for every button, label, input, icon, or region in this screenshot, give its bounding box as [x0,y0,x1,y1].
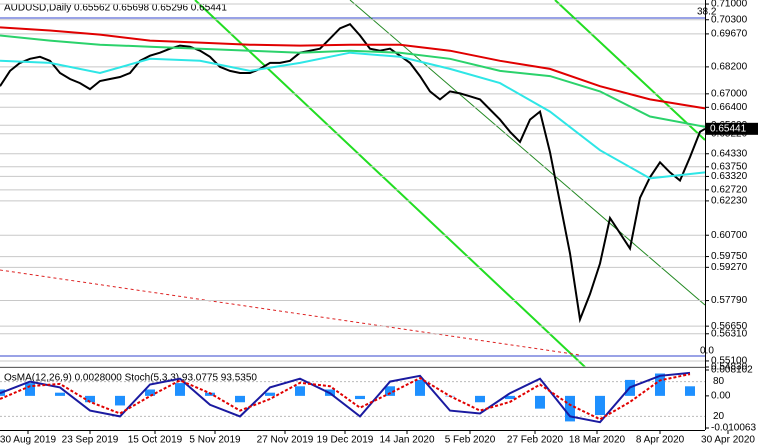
bar [145,389,155,396]
y-tick-label: 0.64330 [711,148,748,159]
x-tick-label: 23 Sep 2019 [62,435,119,446]
y-tick-label: 0.62720 [711,185,748,196]
y-tick-label: 0.63320 [711,171,748,182]
indicator-title: OsMA(12,26,9) 0.0028000 Stoch(5,3,3) 93.… [4,373,257,384]
bar [55,392,65,396]
series-line [0,26,706,110]
y-tick-label: -0.010063 [711,423,756,434]
bar [655,373,665,396]
y-tick-label: 0.59270 [711,262,748,273]
bar [535,395,545,409]
channel-line [349,0,706,306]
series-line [0,34,706,128]
last-price-label: 0.65441 [710,123,747,134]
y-tick-label: 0.71000 [711,0,748,10]
x-tick-label: 30 Apr 2020 [701,435,755,446]
x-tick-label: 15 Oct 2019 [128,435,183,446]
y-tick-label: 0.67000 [711,88,748,99]
y-tick-label: 0.66400 [711,102,748,113]
x-tick-label: 18 Mar 2020 [569,435,626,446]
y-tick-label: 0.54830 [711,362,748,373]
bar [595,395,605,416]
series-line [0,373,691,421]
bar [295,386,305,396]
y-tick-label: 0.62230 [711,196,748,207]
y-tick-label: 0.70300 [711,14,748,25]
price-panel: 38.2 0.0 AUDUSD,Daily 0.65562 0.65698 0.… [0,0,717,368]
y2-tick-label: 80 [713,376,725,387]
fibo-label: 38.2 [697,7,717,18]
bar [685,386,695,396]
y-tick-label: 0.59750 [711,251,748,262]
bar [175,383,185,396]
trend-line [0,269,581,356]
y-tick-label: 0.008102 [711,365,753,376]
bar [355,395,365,400]
y-tick-label: 0.56650 [711,321,748,332]
y-tick-label: 0.56310 [711,328,748,339]
bar [415,379,425,396]
y2-tick-label: 20 [713,411,725,422]
bar [115,395,125,406]
bar [475,395,485,403]
y-tick-label: 0.57790 [711,295,748,306]
x-tick-label: 14 Jan 2020 [379,435,434,446]
last-price-box [706,122,758,135]
y-tick-label: 0.68200 [711,62,748,73]
trend-line [554,0,706,141]
fibo-label: 0.0 [700,346,714,357]
series-line [0,51,706,180]
bar [505,395,515,400]
x-tick-label: 5 Feb 2020 [445,435,496,446]
bar [85,395,95,403]
bar [565,395,575,422]
x-tick-label: 27 Nov 2019 [257,435,314,446]
bar [235,395,245,403]
y-tick-label: 0.69670 [711,29,748,40]
y-tick-label: 0.55100 [711,356,748,367]
bar [265,392,275,396]
y-tick-label: 0.63750 [711,161,748,172]
x-tick-label: 8 Apr 2020 [636,435,685,446]
x-tick-label: 30 Aug 2019 [0,435,57,446]
series-line [0,23,706,324]
x-tick-label: 27 Feb 2020 [507,435,564,446]
bar [25,383,35,396]
x-tick-label: 5 Nov 2019 [189,435,241,446]
chart-title: AUDUSD,Daily 0.65562 0.65698 0.65296 0.6… [4,3,227,14]
bar [385,386,395,396]
y-tick-label: 0.00 [711,391,731,402]
series-line [0,371,691,424]
x-tick-label: 19 Dec 2019 [317,435,374,446]
y-tick-label: 0.60700 [711,230,748,241]
trend-line [194,0,586,368]
